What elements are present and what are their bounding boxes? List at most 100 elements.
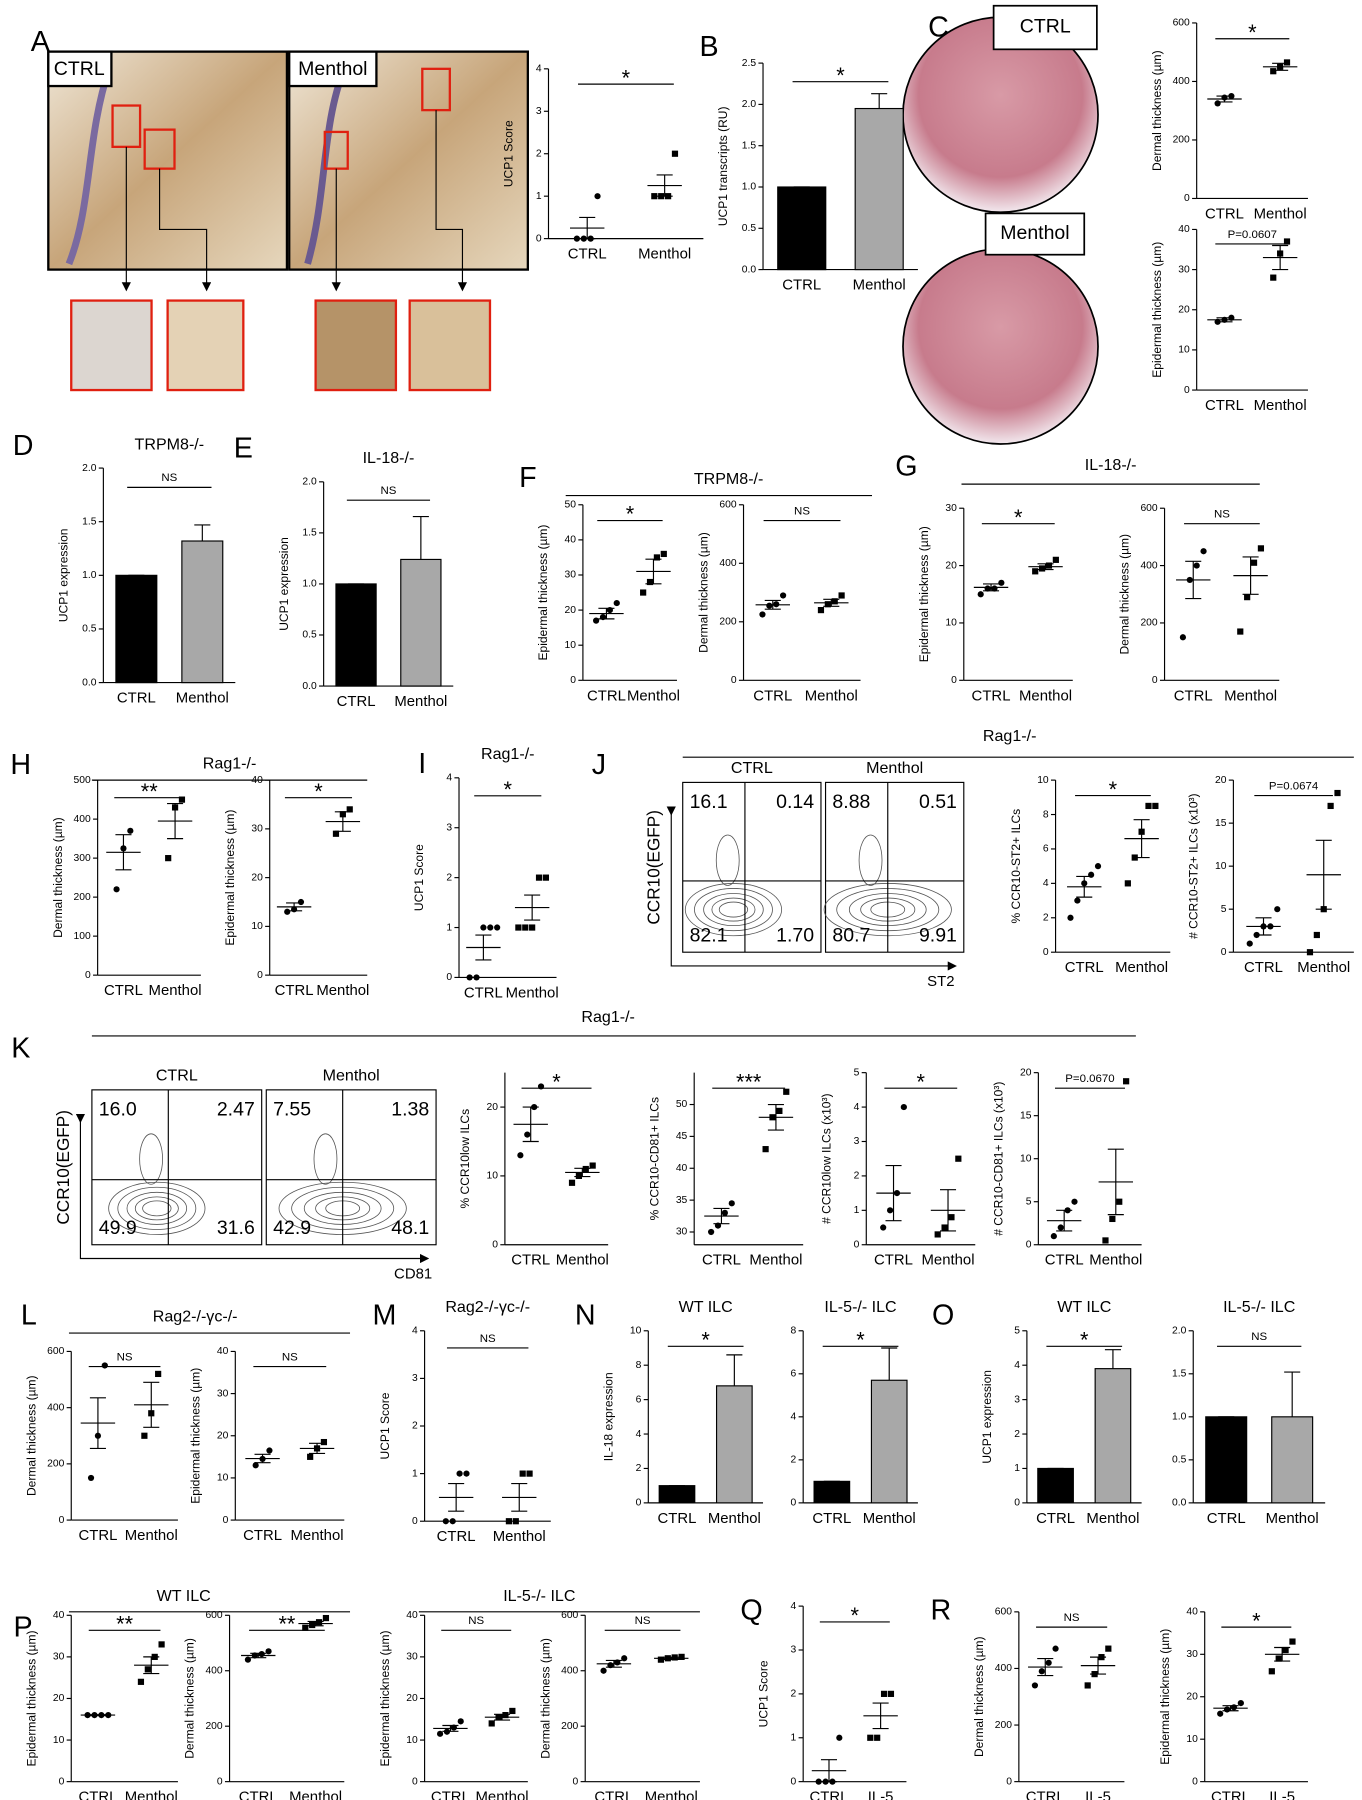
x-tick-label: Menthol [1297, 960, 1350, 976]
y-tick-label: 1.5 [82, 516, 97, 527]
x-tick-label: CTRL [275, 983, 314, 999]
contour [142, 1200, 172, 1217]
data-point [1289, 1638, 1296, 1645]
panel-letter: L [21, 1300, 37, 1332]
y-tick-label: 0 [1026, 1239, 1032, 1250]
sem-bar [254, 1453, 271, 1464]
data-point [1250, 559, 1258, 566]
y-tick-label: 400 [995, 1663, 1012, 1674]
data-point [137, 1678, 145, 1685]
y-axis-label: Dermal thickness (µm) [972, 1636, 986, 1757]
data-point [1084, 1682, 1091, 1689]
y-axis-label: UCP1 Score [756, 1660, 770, 1727]
significance: P=0.0670 [1065, 1073, 1114, 1085]
y-tick-label: 40 [1186, 1607, 1198, 1618]
y-tick-label: 20 [217, 1430, 229, 1441]
y-axis-label: Dermal thickness (µm) [697, 532, 711, 653]
y-tick-label: 1 [1014, 1463, 1020, 1474]
y-tick-label: 20 [1178, 304, 1190, 315]
significance: NS [794, 505, 810, 517]
data-point [621, 1655, 628, 1662]
y-tick-label: 2 [412, 1421, 418, 1432]
x-tick-label: CTRL [78, 1790, 117, 1800]
x-tick-label: Menthol [1224, 688, 1277, 704]
axis-arrow [75, 1113, 430, 1264]
y-tick-label: 0 [446, 972, 452, 983]
data-point [1179, 634, 1187, 641]
x-tick-label: CTRL [812, 1511, 851, 1527]
chart-title: IL-5-/- ILC [824, 1298, 896, 1316]
sem-bar [1107, 1148, 1124, 1216]
y-axis-label: UCP1 Score [378, 1392, 392, 1459]
y-tick-label: 0.5 [742, 223, 757, 234]
data-point [265, 1648, 272, 1655]
sem-bar [1242, 556, 1259, 595]
significance: * [836, 63, 845, 88]
y-tick-label: 200 [1140, 618, 1157, 629]
y-tick-label: 600 [719, 499, 736, 510]
panel-letter: N [575, 1300, 596, 1332]
y-tick-label: 2 [446, 872, 452, 883]
contour [718, 901, 749, 918]
chart-title: Rag2-/-γc-/- [445, 1298, 530, 1316]
data-point [660, 550, 667, 558]
bar [813, 1480, 851, 1504]
panel-letter: G [895, 451, 917, 483]
y-tick-label: 3 [791, 1645, 797, 1656]
significance: * [1014, 505, 1023, 530]
flow-title: CTRL [156, 1066, 198, 1084]
y-axis-label: % CCR10-CD81+ ILCs [647, 1097, 661, 1220]
data-point [678, 1653, 685, 1660]
y-tick-label: 0 [85, 970, 91, 981]
data-point [266, 1447, 273, 1454]
x-tick-label: Menthol [506, 985, 559, 1001]
y-tick-label: 8 [1043, 809, 1049, 820]
data-point [880, 1690, 888, 1697]
y-tick-label: 200 [74, 892, 91, 903]
y-axis-label: Dermal thickness (µm) [1118, 534, 1132, 655]
y-tick-label: 4 [791, 1601, 797, 1612]
data-point [1274, 906, 1281, 913]
y-tick-label: 400 [1173, 76, 1190, 87]
error-bar [412, 515, 429, 560]
data-point [836, 1734, 843, 1741]
data-point [542, 874, 550, 881]
y-tick-label: 0 [217, 1776, 223, 1787]
y-tick-label: 1.0 [742, 182, 757, 193]
data-point [1270, 274, 1277, 281]
x-tick-label: IL-5 [1269, 1790, 1295, 1800]
y-tick-label: 1 [791, 1732, 797, 1743]
y-tick-label: 2 [791, 1455, 797, 1466]
x-tick-label: CTRL [753, 688, 792, 704]
significance: *** [736, 1069, 762, 1094]
sem-bar [448, 1483, 465, 1512]
y-tick-label: 10 [1215, 861, 1227, 872]
data-point [307, 1453, 314, 1460]
data-point [442, 1518, 449, 1525]
x-tick-label: Menthol [638, 247, 691, 263]
panel-letter: I [418, 748, 426, 780]
quadrant-label: 7.55 [273, 1099, 311, 1121]
y-axis-label: % CCR10low ILCs [458, 1109, 472, 1209]
x-tick-label: Menthol [749, 1253, 802, 1269]
x-tick-label: Menthol [805, 688, 858, 704]
x-tick-label: Menthol [291, 1528, 344, 1544]
data-point [815, 1778, 822, 1785]
data-point [887, 1690, 895, 1697]
sem-bar [1076, 875, 1093, 898]
y-tick-label: 3 [536, 106, 542, 117]
data-point [762, 1146, 769, 1153]
y-tick-label: 5 [1026, 1196, 1032, 1207]
y-axis-label: IL-18 expression [601, 1372, 615, 1461]
x-tick-label: CTRL [587, 688, 626, 704]
data-point [529, 924, 536, 931]
data-point [728, 1200, 735, 1207]
contour [694, 888, 773, 932]
y-tick-label: 0 [1192, 1776, 1198, 1787]
y-tick-label: 200 [205, 1721, 222, 1732]
x-tick-label: IL-5 [868, 1790, 894, 1800]
y-tick-label: 0.0 [82, 677, 97, 688]
data-point [831, 598, 838, 605]
y-tick-label: 0.0 [302, 681, 317, 692]
y-tick-label: 20 [945, 560, 957, 571]
